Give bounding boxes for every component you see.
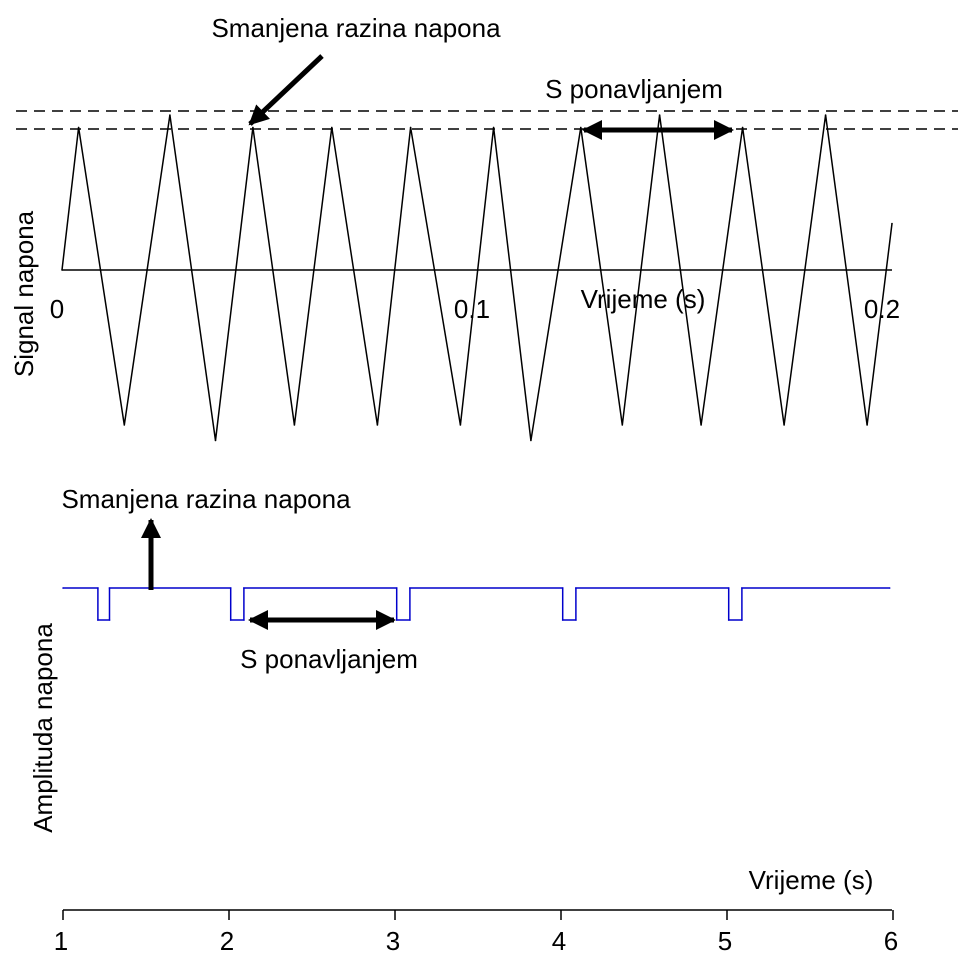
top-series	[61, 114, 893, 442]
top-signal-point	[409, 126, 412, 129]
top-x-tick-0: 0	[50, 294, 64, 324]
bottom-amplitude-point	[741, 619, 743, 621]
bottom-amplitude-point	[62, 587, 64, 589]
top-signal-point	[252, 126, 254, 129]
top-signal-point	[658, 114, 661, 116]
bottom-amplitude-point	[561, 619, 564, 621]
top-signal-point	[214, 439, 217, 442]
bottom-amplitude-point	[575, 587, 577, 589]
bottom-amplitude-point	[97, 619, 99, 621]
bottom-amplitude-point	[395, 619, 398, 621]
bottom-amplitude-point	[108, 619, 111, 621]
bottom-amplitude-point	[409, 587, 411, 589]
bottom-chart: 1 2 3 4 5 6 Vrijeme (s) Amplituda napona Sman…	[28, 484, 898, 954]
bottom-amplitude-point	[395, 587, 398, 589]
bottom-amplitude-point	[741, 587, 743, 589]
bottom-amplitude-point	[727, 619, 730, 621]
bottom-amplitude-line-0	[63, 587, 890, 621]
bottom-amplitude-point	[409, 619, 411, 621]
bottom-amplitude-point	[575, 619, 577, 621]
top-y-axis-label: Signal napona	[9, 210, 39, 377]
top-signal-point	[459, 424, 462, 426]
top-signal-point	[700, 424, 702, 426]
bottom-x-tick-0: 1	[54, 926, 68, 954]
bottom-x-tick-5: 6	[884, 926, 898, 954]
bottom-x-tick-2: 3	[386, 926, 400, 954]
bottom-ticks: 1 2 3 4 5 6	[54, 910, 898, 954]
top-signal-point	[530, 439, 532, 442]
bottom-amplitude-point	[97, 587, 99, 589]
bottom-y-axis-label: Amplituda napona	[28, 623, 58, 833]
bottom-x-tick-4: 5	[718, 926, 732, 954]
bottom-amplitude-point	[561, 587, 564, 589]
top-signal-point	[741, 126, 744, 129]
bottom-amplitude-point	[108, 587, 111, 589]
top-signal-point	[492, 126, 495, 129]
top-signal-point	[580, 126, 582, 129]
top-signal-line-0	[61, 114, 893, 441]
bottom-amplitude-point	[243, 619, 245, 621]
bottom-amplitude-point	[229, 619, 232, 621]
bottom-x-tick-3: 4	[552, 926, 566, 954]
top-chart: 0 0.1 0.2 Vrijeme (s) Signal napona Sman…	[9, 13, 958, 442]
bottom-annotation-repeating: S ponavljanjem	[240, 644, 418, 674]
top-signal-point	[61, 269, 63, 271]
bottom-series	[62, 587, 891, 621]
top-x-tick-2: 0.2	[864, 294, 900, 324]
top-signal-point	[891, 222, 893, 225]
top-reduced-voltage-arrow	[248, 54, 324, 126]
bottom-amplitude-point	[727, 587, 730, 589]
top-signal-point	[621, 424, 624, 426]
top-x-tick-1: 0.1	[454, 294, 490, 324]
bottom-x-axis-label: Vrijeme (s)	[749, 865, 874, 895]
top-x-axis-label: Vrijeme (s)	[581, 284, 706, 314]
top-signal-point	[783, 424, 785, 426]
top-annotation-reduced-voltage: Smanjena razina napona	[211, 13, 501, 43]
top-signal-point	[866, 424, 868, 426]
top-signal-point	[824, 114, 827, 116]
top-signal-point	[376, 424, 379, 426]
top-signal-point	[123, 424, 126, 426]
bottom-x-tick-1: 2	[220, 926, 234, 954]
bottom-amplitude-point	[888, 587, 891, 589]
bottom-amplitude-point	[229, 587, 232, 589]
top-annotation-repeating: S ponavljanjem	[545, 74, 723, 104]
bottom-amplitude-point	[243, 587, 245, 589]
top-signal-point	[331, 126, 333, 129]
top-signal-point	[169, 114, 171, 116]
top-signal-point	[77, 126, 80, 129]
top-signal-point	[293, 424, 296, 426]
bottom-annotation-reduced-voltage: Smanjena razina napona	[61, 484, 351, 514]
